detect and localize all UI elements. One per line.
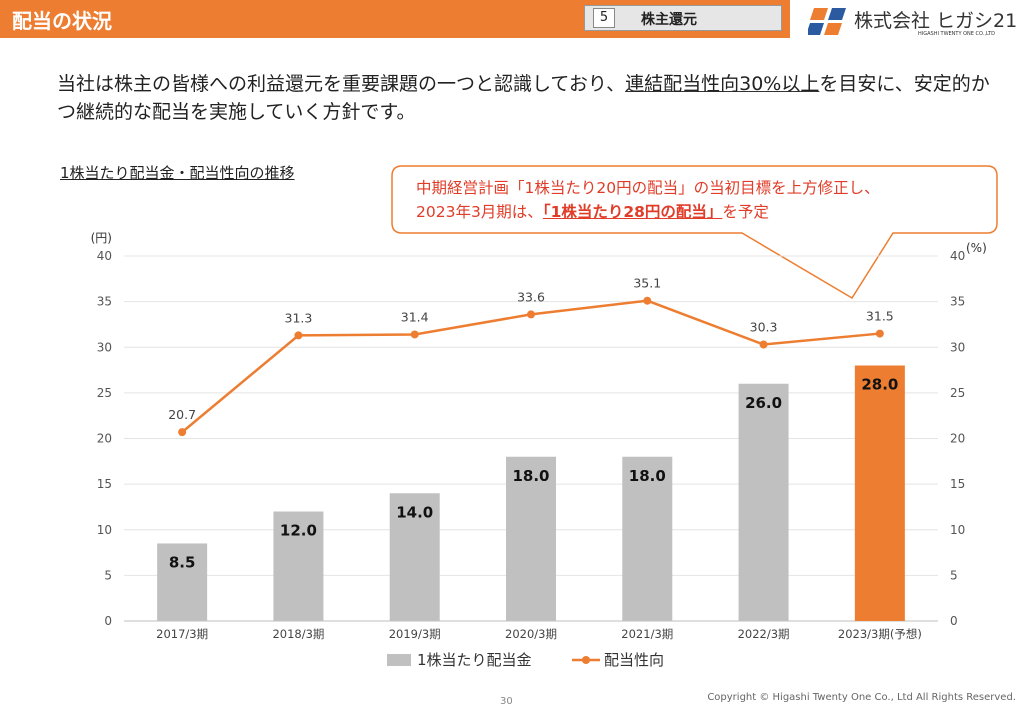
y-right-tick-label: 5 [950,568,958,582]
y-left-tick-label: 30 [97,340,112,354]
y-left-unit: (円) [91,231,112,245]
y-right-tick-label: 30 [950,340,965,354]
callout-text: 中期経営計画「1株当たり20円の配当」の当初目標を上方修正し、 2023年3月期… [416,176,986,224]
bar-data-label: 26.0 [745,394,782,412]
x-tick-label: 2022/3期 [738,627,790,641]
bar [854,365,905,621]
bar [273,511,324,621]
bar-data-label: 18.0 [629,467,666,485]
line-point [875,329,884,338]
callout-bubble [391,165,998,300]
x-tick-label: 2017/3期 [156,627,208,641]
callout-highlight: 「1株当たり28円の配当」 [542,203,723,221]
line-point [759,340,768,349]
chart-title: 1株当たり配当金・配当性向の推移 [60,164,295,182]
line-data-label: 31.3 [285,310,313,325]
y-left-tick-label: 0 [104,614,112,628]
legend-line-marker [582,656,590,664]
logo-subtitle: HIGASHI TWENTY ONE CO.,LTD [918,31,995,37]
line-data-label: 31.4 [401,309,429,324]
logo-mark-icon [808,8,846,35]
line-point [410,330,419,339]
y-left-tick-label: 35 [97,295,112,309]
x-tick-label: 2021/3期 [621,627,673,641]
bar-data-label: 12.0 [280,522,317,540]
y-right-tick-label: 0 [950,614,958,628]
y-right-tick-label: 15 [950,477,965,491]
y-right-tick-label: 40 [950,249,965,263]
y-right-tick-label: 35 [950,295,965,309]
line-point [527,310,535,319]
bar [738,383,789,621]
callout-line2-post: を予定 [722,203,769,221]
line-data-label: 20.7 [168,407,196,422]
legend-bar-label: 1株当たり配当金 [417,651,532,669]
callout-line2-pre: 2023年3月期は、 [416,203,543,221]
section-indicator: 5 株主還元 [584,5,782,31]
bar-data-label: 28.0 [861,376,898,394]
x-tick-label: 2023/3期(予想) [838,627,922,641]
intro-part1: 当社は株主の皆様への利益還元を重要課題の一つと認識しており、 [57,73,626,95]
copyright: Copyright © Higashi Twenty One Co., Ltd … [707,692,1016,703]
callout-line2: 2023年3月期は、「1株当たり28円の配当」を予定 [416,200,986,224]
bar-data-label: 18.0 [512,467,549,485]
intro-text: 当社は株主の皆様への利益還元を重要課題の一つと認識しており、連結配当性向30%以… [57,70,997,126]
section-label: 株主還元 [641,12,697,28]
company-logo: 株式会社 ヒガシ21 HIGASHI TWENTY ONE CO.,LTD [808,4,1018,38]
intro-part2: を目安に、安定的かつ継続的な配当を実施していく方針です。 [57,73,990,123]
y-right-unit: (%) [966,241,987,255]
line-point [294,331,303,340]
line-data-label: 33.6 [517,289,545,304]
y-right-tick-label: 10 [950,523,965,537]
y-left-tick-label: 25 [97,386,112,400]
line-point [643,296,652,305]
logo-name: 株式会社 ヒガシ21 [854,10,1018,32]
line-data-label: 35.1 [633,276,661,291]
bar [506,456,556,621]
y-left-tick-label: 40 [97,249,112,263]
y-left-tick-label: 10 [97,523,112,537]
section-number: 5 [593,8,615,28]
y-left-tick-label: 20 [97,432,112,446]
legend-bar-swatch [387,654,411,666]
page-title: 配当の状況 [12,9,112,33]
line-data-label: 30.3 [750,320,778,335]
legend-line-label: 配当性向 [604,651,664,669]
bar-data-label: 8.5 [169,553,196,571]
y-left-tick-label: 5 [104,568,112,582]
y-right-tick-label: 25 [950,386,965,400]
bar [389,493,440,621]
callout-line1: 中期経営計画「1株当たり20円の配当」の当初目標を上方修正し、 [416,179,880,197]
bar [622,456,673,621]
intro-highlight: 連結配当性向30%以上 [625,73,820,95]
y-right-tick-label: 20 [950,432,965,446]
bar [157,543,208,621]
bar-data-label: 14.0 [396,503,433,521]
line-point [178,428,187,437]
x-tick-label: 2019/3期 [389,627,441,641]
line-data-label: 31.5 [866,309,894,324]
page-number: 30 [500,696,513,707]
x-tick-label: 2018/3期 [272,627,324,641]
y-left-tick-label: 15 [97,477,112,491]
x-tick-label: 2020/3期 [505,627,557,641]
